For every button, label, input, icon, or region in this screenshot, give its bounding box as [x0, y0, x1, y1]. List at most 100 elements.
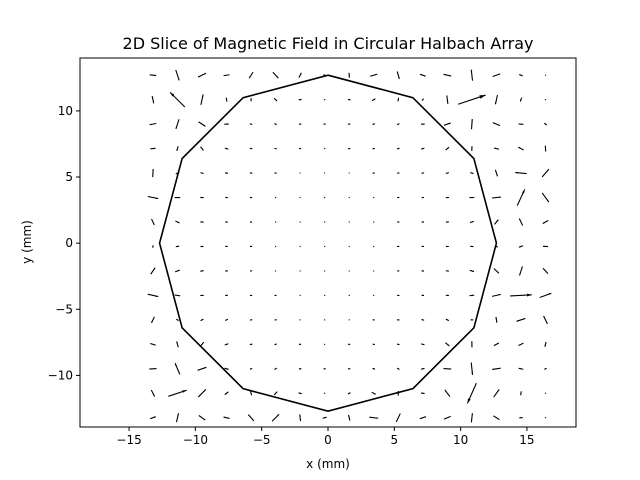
field-arrow	[420, 123, 425, 125]
field-arrow	[299, 294, 301, 296]
field-arrow	[421, 245, 425, 248]
field-arrow	[198, 121, 206, 127]
field-arrow	[299, 343, 302, 346]
field-arrow	[397, 319, 400, 321]
field-arrow	[395, 413, 401, 423]
field-arrow	[421, 98, 424, 101]
field-arrow	[272, 71, 279, 79]
field-arrow	[197, 366, 207, 371]
field-arrow	[275, 270, 277, 272]
field-arrow	[470, 172, 474, 175]
field-arrow	[544, 417, 547, 419]
field-arrow	[225, 245, 228, 248]
field-arrow	[519, 74, 523, 77]
field-arrow	[147, 195, 159, 200]
field-arrow	[299, 270, 301, 272]
field-arrow	[421, 196, 425, 199]
field-arrow	[372, 147, 375, 150]
field-arrow	[248, 71, 254, 79]
field-arrow	[224, 147, 229, 150]
field-arrow	[541, 168, 550, 178]
field-arrow	[491, 293, 501, 297]
field-arrow	[493, 268, 500, 274]
field-arrow	[176, 341, 179, 348]
field-arrow	[443, 73, 452, 77]
field-arrow	[249, 245, 253, 248]
field-arrow	[348, 319, 350, 321]
field-arrow	[445, 196, 449, 199]
field-arrow	[396, 147, 400, 150]
field-arrow	[445, 342, 450, 347]
field-arrow	[515, 172, 527, 175]
field-arrow	[396, 71, 400, 80]
field-arrow	[200, 318, 204, 322]
field-arrow	[493, 342, 500, 347]
field-arrow	[492, 122, 501, 127]
field-arrow	[150, 316, 155, 324]
field-arrow	[371, 98, 376, 102]
field-arrow	[493, 415, 500, 421]
field-arrow	[299, 172, 301, 174]
field-arrow	[200, 172, 204, 175]
field-arrow	[274, 123, 277, 126]
field-arrow	[200, 270, 204, 272]
field-arrow	[168, 389, 187, 397]
y-axis-label: y (mm)	[20, 220, 34, 264]
field-arrow	[397, 245, 400, 248]
field-arrow	[249, 123, 253, 126]
field-arrow	[299, 319, 301, 321]
field-arrow	[249, 343, 253, 346]
field-arrow	[491, 196, 501, 199]
field-arrow	[457, 94, 486, 105]
field-arrow	[198, 414, 206, 421]
field-arrow	[421, 221, 425, 223]
field-arrow	[200, 294, 204, 297]
field-arrow	[274, 172, 277, 174]
x-axis-label: x (mm)	[306, 457, 350, 471]
x-tick-label: 5	[390, 433, 398, 447]
field-arrow	[273, 97, 278, 102]
field-arrow	[299, 147, 302, 150]
chart-title: 2D Slice of Magnetic Field in Circular H…	[123, 34, 534, 53]
field-arrow	[151, 218, 155, 226]
field-arrow	[298, 98, 302, 101]
field-arrow	[274, 319, 277, 321]
field-arrow	[348, 294, 350, 296]
field-arrow	[471, 146, 473, 152]
field-arrow	[348, 123, 351, 125]
field-arrow	[373, 245, 375, 248]
field-arrow	[493, 147, 499, 150]
field-arrow	[348, 245, 350, 248]
field-arrow	[150, 267, 156, 275]
field-arrow	[518, 218, 524, 226]
field-arrow	[470, 245, 474, 248]
field-arrow	[348, 172, 350, 174]
field-arrow	[225, 294, 228, 297]
field-arrow	[299, 196, 301, 199]
field-arrow	[371, 391, 376, 395]
field-arrow	[175, 119, 180, 130]
field-arrow	[324, 270, 326, 272]
field-arrow	[324, 172, 326, 174]
field-arrow	[249, 147, 253, 150]
field-arrow	[518, 245, 524, 248]
field-arrow	[445, 245, 449, 248]
field-arrow	[323, 123, 326, 125]
field-arrow	[520, 391, 522, 396]
field-arrow	[419, 416, 427, 420]
field-arrow	[150, 342, 156, 346]
field-arrow	[470, 69, 474, 81]
field-arrow	[324, 148, 326, 150]
field-arrow	[421, 147, 425, 150]
field-arrow	[542, 220, 549, 224]
field-arrow	[517, 146, 524, 151]
field-arrow	[249, 391, 253, 396]
field-arrow	[445, 146, 450, 151]
field-arrow	[397, 270, 400, 272]
field-arrow	[421, 172, 425, 174]
field-arrow	[299, 221, 301, 223]
field-arrow	[224, 367, 229, 370]
field-arrow	[225, 221, 228, 223]
field-arrow	[369, 416, 379, 419]
field-arrow	[249, 294, 253, 297]
